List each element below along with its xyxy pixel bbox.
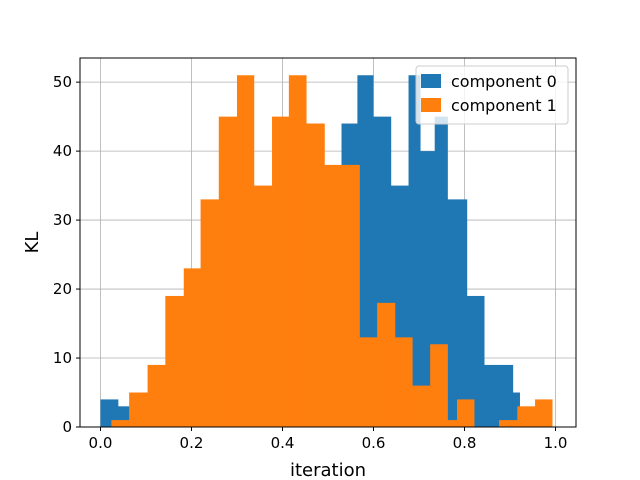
histogram-bar-component-1 (253, 185, 273, 427)
histogram-bar-component-0 (512, 392, 520, 427)
histogram-bar-component-1 (499, 420, 518, 427)
histogram-bar-component-0 (447, 199, 458, 427)
legend: component 0 component 1 (415, 65, 569, 125)
histogram-bar-component-1 (535, 399, 553, 427)
legend-swatch (421, 74, 441, 88)
histogram-bar-component-1 (200, 199, 220, 427)
histogram-bar-component-1 (457, 399, 475, 427)
x-tick-label: 1.0 (544, 434, 568, 452)
histogram-bar-component-0 (466, 295, 485, 427)
x-tick-label: 0.2 (180, 434, 204, 452)
y-axis-label: KL (22, 232, 43, 254)
plot-frame (79, 57, 577, 428)
x-tick-label: 0.6 (362, 434, 386, 452)
histogram-bar-component-1 (272, 116, 290, 428)
histogram-bar-component-1 (183, 268, 201, 427)
histogram-bar-component-1 (394, 337, 413, 427)
x-tick-label: 0.0 (89, 434, 113, 452)
histogram-bar-component-1 (341, 164, 360, 427)
y-tick-label: 20 (53, 280, 72, 298)
histogram-bar-component-1 (288, 75, 307, 428)
histogram-bar-component-1 (359, 337, 378, 427)
y-tick-label: 30 (53, 211, 72, 229)
histogram-bar-component-1 (517, 406, 536, 427)
legend-label: component 0 (451, 72, 557, 91)
x-axis-label: iteration (290, 460, 366, 480)
legend-swatch (421, 98, 441, 112)
y-tick-label: 10 (53, 349, 72, 367)
legend-box (415, 65, 569, 125)
y-tick-label: 40 (53, 142, 72, 160)
legend-label: component 1 (451, 96, 557, 115)
histogram-bar-component-0 (457, 199, 468, 427)
histogram-bar-component-0 (499, 364, 514, 427)
histogram-bar-component-1 (430, 344, 448, 427)
ticks-layer: 0.0 0.2 0.4 0.6 0.8 1.0 0 10 20 30 40 50 (53, 73, 568, 452)
histogram-bar-component-0 (484, 364, 500, 427)
x-tick-label: 0.4 (271, 434, 295, 452)
histogram-bar-component-1 (111, 420, 130, 427)
histogram-bar-component-1 (218, 116, 238, 428)
histogram-bar-component-1 (324, 164, 342, 427)
histogram-bar-component-1 (129, 392, 148, 427)
histogram-bar-component-1 (447, 420, 458, 427)
bars-layer (100, 75, 553, 428)
histogram-bar-component-1 (377, 302, 396, 427)
y-tick-label: 0 (62, 418, 72, 436)
y-tick-label: 50 (53, 73, 72, 91)
histogram-bar-component-1 (147, 364, 166, 427)
histogram-bar-component-1 (236, 75, 255, 428)
x-tick-label: 0.8 (453, 434, 477, 452)
histogram-bar-component-1 (165, 295, 185, 427)
histogram-bar-component-1 (306, 123, 325, 427)
histogram-bar-component-1 (412, 385, 431, 427)
